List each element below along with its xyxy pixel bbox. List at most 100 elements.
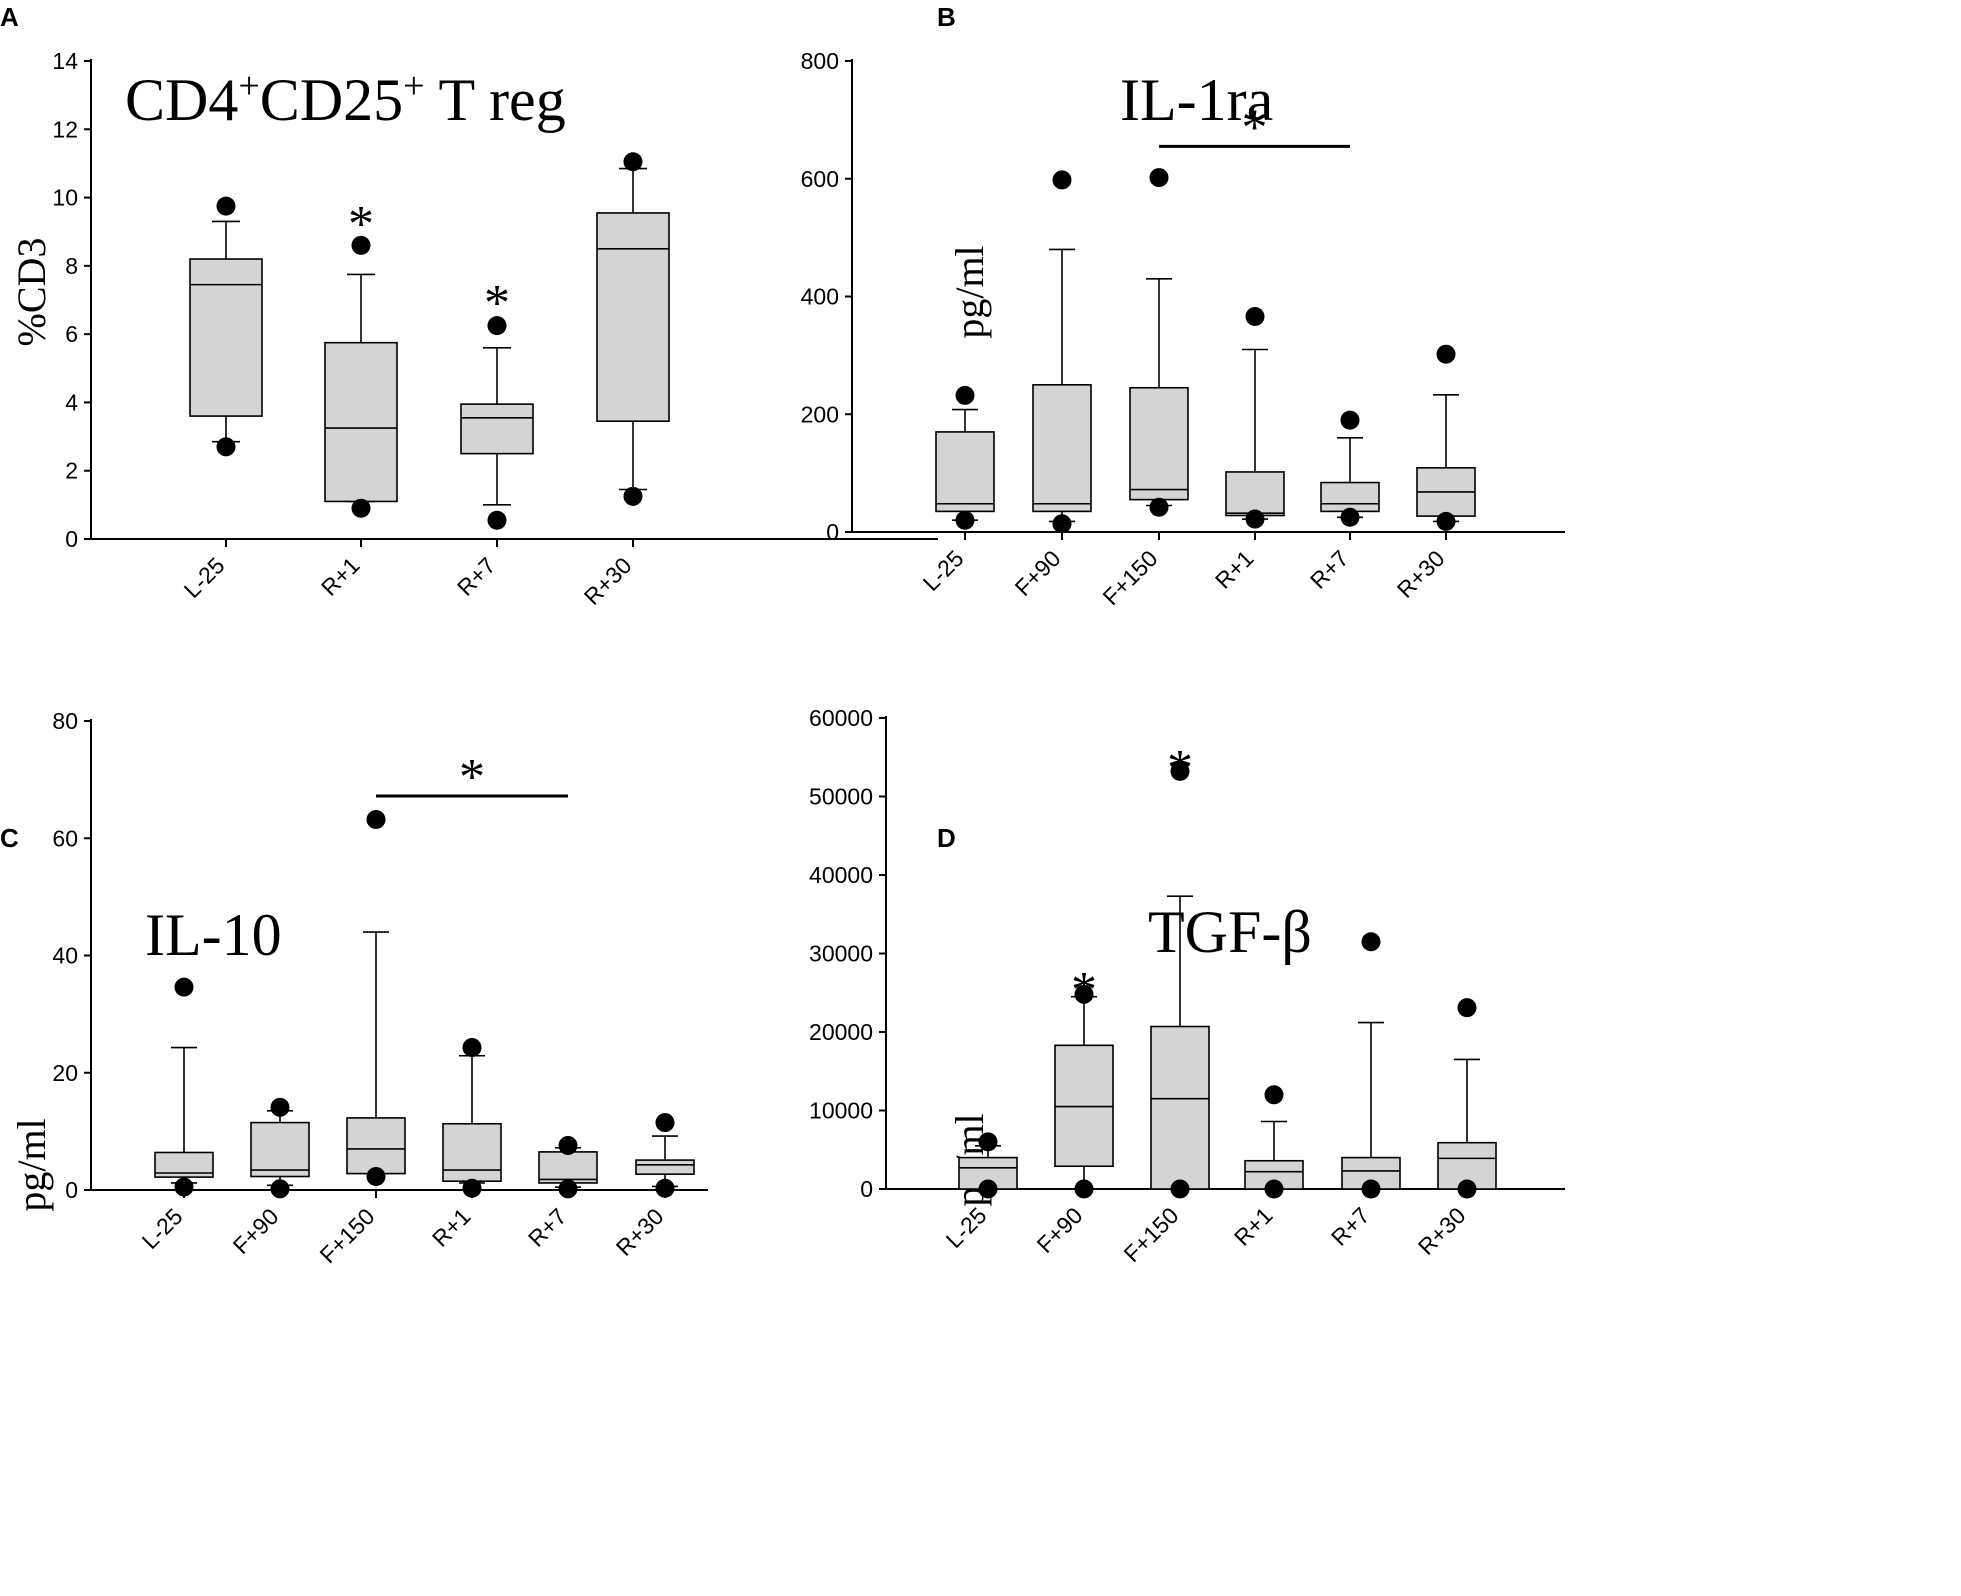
- outlier-point: [216, 437, 236, 457]
- box: [596, 212, 670, 423]
- box: [538, 1151, 598, 1184]
- panel-label-b: B: [937, 2, 956, 32]
- outlier-point: [1361, 932, 1381, 952]
- y-tick-label: 80: [52, 708, 78, 734]
- outlier-point: [655, 1113, 675, 1133]
- outlier-point: [978, 1132, 998, 1152]
- box: [635, 1159, 695, 1175]
- panel-title-a: CD4+CD25+ T reg: [125, 65, 566, 133]
- x-tick-label: L-25: [918, 545, 969, 596]
- y-tick-label: 200: [801, 401, 839, 427]
- x-tick-label: R+7: [1305, 545, 1354, 594]
- panel-label-d: D: [937, 823, 956, 853]
- x-tick-label: L-25: [179, 552, 230, 603]
- y-tick-label: 60000: [809, 705, 873, 731]
- outlier-point: [366, 809, 386, 829]
- panel-title-c: IL-10: [145, 902, 282, 968]
- outlier-point: [1264, 1085, 1284, 1105]
- outlier-point: [270, 1097, 290, 1117]
- box: [935, 431, 995, 513]
- outlier-point: [174, 977, 194, 997]
- outlier-point: [623, 486, 643, 506]
- outlier-point: [1170, 1179, 1190, 1199]
- x-tick-label: F+150: [1098, 545, 1163, 610]
- x-tick-label: R+1: [1210, 545, 1259, 594]
- y-axis-label-a: %CD3: [9, 238, 54, 347]
- significance-asterisk: *: [348, 196, 374, 253]
- y-tick-label: 0: [65, 1177, 78, 1203]
- box: [324, 341, 398, 503]
- outlier-point: [955, 385, 975, 405]
- significance-asterisk: *: [459, 749, 485, 806]
- x-tick-label: R+7: [1326, 1202, 1375, 1251]
- y-tick-label: 40: [52, 943, 78, 969]
- panel-label-c: C: [0, 823, 19, 853]
- y-tick-label: 20000: [809, 1019, 873, 1045]
- y-tick-label: 40000: [809, 862, 873, 888]
- outlier-point: [1340, 410, 1360, 430]
- outlier-point: [558, 1135, 578, 1155]
- box: [1225, 471, 1285, 517]
- panel-d: D TGF-β pg/ml 01000020000300004000050000…: [809, 705, 1565, 1267]
- x-tick-label: R+30: [1413, 1202, 1471, 1260]
- y-tick-label: 14: [52, 48, 78, 74]
- x-tick-label: R+1: [316, 552, 365, 601]
- y-tick-label: 60: [52, 825, 78, 851]
- y-tick-label: 8: [65, 253, 78, 279]
- panel-title-d: TGF-β: [1148, 899, 1312, 965]
- x-tick-label: R+7: [452, 552, 501, 601]
- outlier-point: [1052, 514, 1072, 534]
- y-tick-label: 20: [52, 1060, 78, 1086]
- panel-label-a: A: [0, 2, 19, 32]
- outlier-point: [462, 1038, 482, 1058]
- outlier-point: [1074, 984, 1094, 1004]
- x-tick-label: F+90: [1032, 1202, 1088, 1258]
- y-tick-label: 4: [65, 389, 78, 415]
- y-tick-label: 600: [801, 166, 839, 192]
- outlier-point: [1052, 170, 1072, 190]
- panel-a: A CD4+CD25+ T reg %CD3 0 2 4 6 8 10 12 14 L-25 R+…: [0, 2, 938, 610]
- x-tick-label: F+90: [228, 1203, 284, 1259]
- outlier-point: [174, 1177, 194, 1197]
- y-tick-label: 10: [52, 185, 78, 211]
- y-tick-label: 10000: [809, 1098, 873, 1124]
- x-tick-label: F+150: [1119, 1202, 1184, 1267]
- x-tick-label: F+90: [1010, 545, 1066, 601]
- outlier-point: [955, 510, 975, 530]
- y-tick-label: 6: [65, 321, 78, 347]
- x-tick-label: R+7: [523, 1203, 572, 1252]
- outlier-point: [1264, 1179, 1284, 1199]
- outlier-point: [1149, 168, 1169, 188]
- outlier-point: [351, 235, 371, 255]
- outlier-point: [1457, 998, 1477, 1018]
- x-tick-label: L-25: [137, 1203, 188, 1254]
- significance-asterisk: *: [484, 275, 510, 332]
- x-tick-label: R+1: [427, 1203, 476, 1252]
- significance-asterisk: *: [1167, 740, 1193, 797]
- outlier-point: [487, 316, 507, 336]
- significance-asterisk: *: [1242, 99, 1268, 156]
- x-tick-label: R+30: [1392, 545, 1450, 603]
- y-tick-label: 2: [65, 458, 78, 484]
- outlier-point: [1245, 509, 1265, 529]
- box: [1129, 386, 1189, 501]
- outlier-point: [1436, 344, 1456, 364]
- box: [460, 403, 534, 455]
- box: [189, 258, 263, 417]
- y-tick-label: 0: [860, 1176, 873, 1202]
- y-tick-label: 12: [52, 116, 78, 142]
- outlier-point: [1245, 307, 1265, 327]
- outlier-point: [1457, 1179, 1477, 1199]
- box: [250, 1121, 310, 1178]
- y-tick-label: 0: [826, 519, 839, 545]
- x-tick-label: R+1: [1229, 1202, 1278, 1251]
- y-tick-label: 0: [65, 526, 78, 552]
- x-tick-label: R+30: [579, 552, 637, 610]
- y-tick-label: 30000: [809, 941, 873, 967]
- box: [346, 1117, 406, 1175]
- significance-asterisk: *: [1071, 962, 1097, 1019]
- outlier-point: [270, 1179, 290, 1199]
- x-tick-label: F+150: [315, 1203, 380, 1268]
- y-tick-label: 800: [801, 48, 839, 74]
